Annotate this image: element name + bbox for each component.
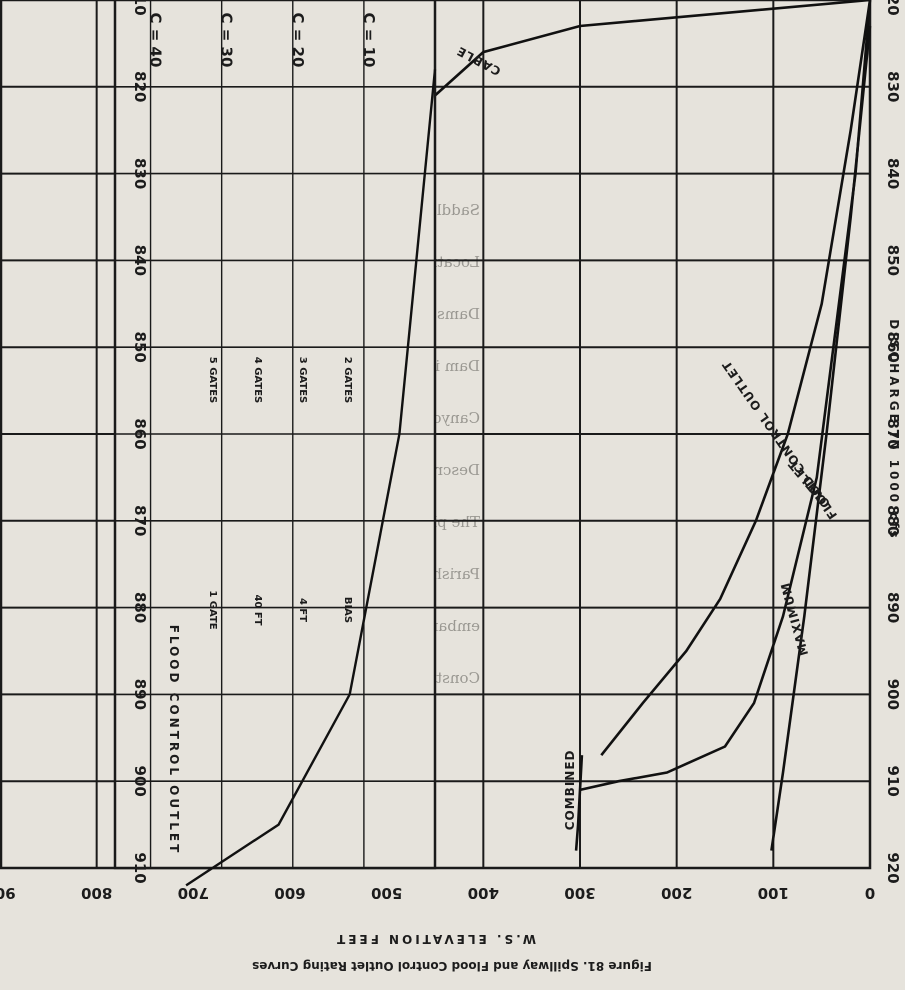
y-tick-label: 840 [884, 158, 902, 189]
inset-gate-label: 40 FT [252, 594, 263, 625]
x-tick-label: 900 [0, 884, 16, 902]
curve-label: COMBINED [563, 749, 577, 830]
inset-x-tick: C = 40 [147, 13, 165, 68]
x-tick-label: 100 [758, 884, 789, 902]
inset-plot: 810 820 830 840 850 860 870 880 890 900 910 C = 10 C… [113, 0, 437, 887]
series-line [600, 0, 872, 757]
x-tick-label: 200 [661, 884, 692, 902]
x-tick-label: 800 [81, 884, 112, 902]
y-tick-label: 830 [884, 71, 902, 102]
inset-x-tick: C = 10 [360, 13, 378, 68]
inset-y-tick: 830 [131, 158, 149, 189]
inset-y-tick: 810 [131, 0, 149, 16]
curve-label: OUTLET [785, 457, 833, 511]
x-tick-label: 600 [274, 884, 305, 902]
x-tick-label: 0 [865, 884, 875, 902]
x-axis-title: DISCHARGE IN 1000 cfs [887, 319, 901, 540]
inset-gate-label: 4 GATES [252, 357, 263, 403]
inset-gate-label: 2 GATES [342, 357, 353, 403]
inset-gate-label: 1 GATE [207, 590, 218, 629]
inset-y-tick: 850 [131, 332, 149, 363]
x-tick-label: 500 [371, 884, 402, 902]
y-tick-label: 870 [884, 418, 902, 449]
inset-x-tick: C = 30 [218, 13, 236, 68]
y-tick-label: 880 [884, 505, 902, 536]
y-tick-label: 910 [884, 766, 902, 797]
inset-x-tick: C = 20 [289, 13, 307, 68]
inset-y-tick: 900 [131, 766, 149, 797]
figure-caption-group: Figure 81. Spillway and Flood Control Ou… [252, 959, 652, 973]
x-tick-label: 700 [178, 884, 209, 902]
inset-y-tick: 860 [131, 418, 149, 449]
inset-series-line [185, 69, 437, 887]
y-axis-title: W.S. ELEVATION FEET [334, 932, 536, 946]
inset-y-tick: 890 [131, 679, 149, 710]
inset-y-tick: 910 [131, 852, 149, 883]
x-tick-label: 400 [468, 884, 499, 902]
series-line [579, 0, 872, 792]
y-tick-label: 860 [884, 332, 902, 363]
y-tick-label: 820 [884, 0, 902, 16]
inset-gate-label: 3 GATES [297, 357, 308, 403]
y-tick-label: 850 [884, 245, 902, 276]
inset-y-tick: 870 [131, 505, 149, 536]
inset-y-tick: 840 [131, 245, 149, 276]
inset-title: FLOOD CONTROL OUTLET [167, 625, 181, 856]
figure-caption: Figure 81. Spillway and Flood Control Ou… [252, 959, 652, 973]
series-line [770, 25, 872, 851]
inset-gate-label: BIAS [342, 597, 353, 623]
inset-y-tick: 820 [131, 71, 149, 102]
y-tick-label: 890 [884, 592, 902, 623]
inset-gate-label: 5 GATES [207, 357, 218, 403]
inset-gate-label: 4 FT [297, 598, 308, 622]
y-tick-label: 920 [884, 852, 902, 883]
inset-y-tick: 880 [131, 592, 149, 623]
x-tick-label: 300 [564, 884, 595, 902]
y-tick-label: 900 [884, 679, 902, 710]
series-line [574, 755, 584, 851]
